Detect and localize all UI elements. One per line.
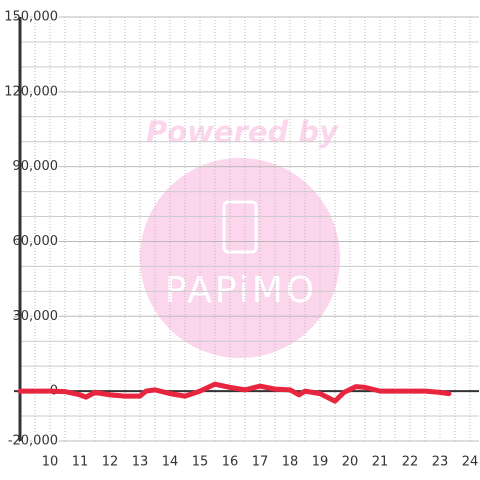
x-tick-label: 15 [192,455,209,470]
x-tick-label: 11 [72,455,89,470]
y-tick-label: 30,000 [13,309,59,324]
y-tick-label: 60,000 [13,234,59,249]
y-tick-label: 90,000 [13,159,59,174]
x-tick-label: 19 [312,455,329,470]
watermark-heading: Powered by [146,115,339,149]
x-tick-label: 16 [222,455,239,470]
y-tick-label: 150,000 [4,10,58,25]
data-line [17,381,452,404]
x-tick-label: 18 [282,455,299,470]
x-tick-label: 21 [372,455,389,470]
x-tick-label: 23 [432,455,449,470]
watermark-logo: PAPiMO [165,270,317,311]
x-tick-label: 12 [102,455,119,470]
y-tick-label: -20,000 [8,434,58,449]
x-tick-label: 20 [342,455,359,470]
x-tick-label: 14 [162,455,179,470]
x-tick-label: 13 [132,455,149,470]
x-tick-label: 24 [462,455,479,470]
watermark-icon [222,200,258,254]
y-tick-label: 120,000 [4,84,58,99]
x-tick-label: 10 [42,455,59,470]
x-tick-label: 17 [252,455,269,470]
x-tick-label: 22 [402,455,419,470]
